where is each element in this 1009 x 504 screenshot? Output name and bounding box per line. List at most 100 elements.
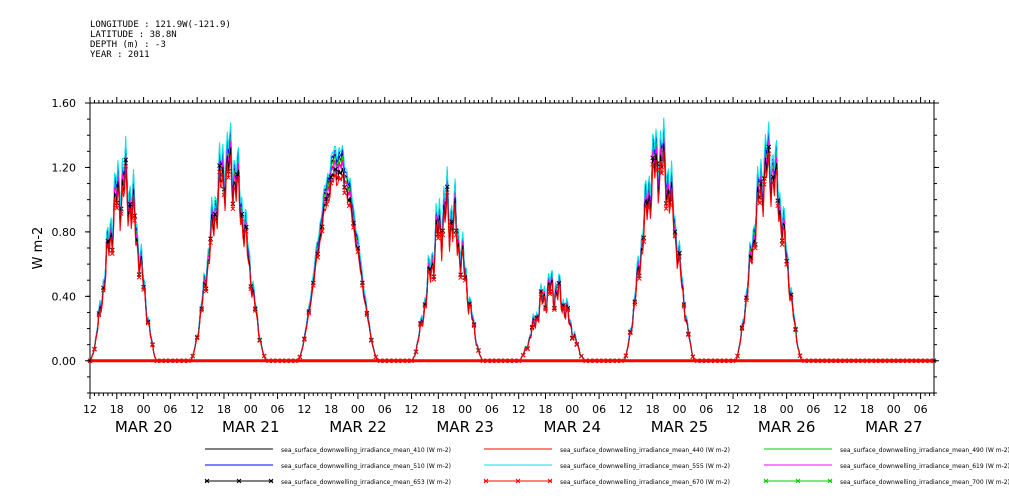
- x-day-label: MAR 21: [222, 418, 279, 436]
- series-marker: [623, 353, 629, 359]
- plot-area: [87, 117, 937, 364]
- x-day-label: MAR 26: [758, 418, 815, 436]
- y-tick-label: 1.20: [52, 161, 77, 174]
- y-axis-label: W m-2: [31, 227, 46, 270]
- x-hour-label: 12: [619, 403, 633, 416]
- series-marker: [212, 216, 218, 222]
- series-marker: [444, 190, 450, 195]
- x-hour-label: 12: [83, 403, 97, 416]
- series-marker: [257, 338, 263, 344]
- legend-label: sea_surface_downwelling_irradiance_mean_…: [560, 463, 730, 470]
- legend-label: sea_surface_downwelling_irradiance_mean_…: [560, 479, 730, 486]
- x-hour-label: 12: [512, 403, 526, 416]
- series-marker: [248, 286, 254, 292]
- series-marker: [221, 192, 227, 198]
- series-marker: [297, 354, 303, 360]
- series-marker: [243, 229, 249, 234]
- series-marker: [467, 301, 472, 307]
- depth-text: DEPTH (m) : -3: [90, 40, 166, 50]
- x-hour-label: 18: [217, 403, 231, 416]
- legend-marker: [236, 478, 242, 484]
- x-hour-label: 18: [538, 403, 552, 416]
- series-line: [89, 136, 934, 362]
- series-marker: [788, 294, 794, 300]
- series-marker: [552, 307, 557, 313]
- x-day-label: MAR 24: [544, 418, 601, 436]
- x-day-label: MAR 23: [436, 418, 493, 436]
- series-marker: [118, 211, 124, 217]
- series-marker: [574, 342, 580, 348]
- x-hour-label: 06: [163, 403, 177, 416]
- x-hour-label: 00: [351, 403, 365, 416]
- series-marker: [368, 338, 374, 343]
- series-marker: [413, 349, 419, 355]
- x-hour-label: 06: [271, 403, 285, 416]
- series-marker: [141, 287, 146, 292]
- x-hour-label: 18: [110, 403, 124, 416]
- series-marker: [744, 297, 749, 303]
- series-marker: [123, 163, 129, 169]
- x-hour-label: 12: [297, 403, 311, 416]
- longitude-text: LONGITUDE : 121.9W(-121.9): [90, 20, 231, 30]
- series-marker: [735, 353, 740, 359]
- x-hour-label: 12: [726, 403, 740, 416]
- series-marker: [239, 216, 245, 222]
- series-marker: [686, 332, 691, 338]
- series-marker: [770, 180, 776, 186]
- series-marker: [310, 283, 316, 288]
- series-marker: [569, 336, 575, 341]
- series-marker: [538, 291, 544, 297]
- metadata-header: LONGITUDE : 121.9W(-121.9) LATITUDE : 38…: [90, 20, 231, 60]
- series-marker: [565, 307, 571, 313]
- series-marker: [784, 262, 789, 267]
- series-marker: [252, 308, 258, 313]
- series-marker: [659, 170, 664, 176]
- series-marker: [127, 201, 133, 207]
- x-day-label: MAR 27: [865, 418, 922, 436]
- legend-marker: [204, 478, 210, 484]
- series-marker: [105, 242, 111, 248]
- series-marker: [663, 206, 669, 211]
- series-marker: [793, 327, 798, 333]
- series-marker: [427, 269, 432, 275]
- series-marker: [547, 291, 553, 297]
- x-day-label: MAR 22: [329, 418, 386, 436]
- series-marker: [632, 301, 638, 307]
- x-hour-label: 18: [860, 403, 874, 416]
- series-marker: [92, 347, 97, 352]
- x-hour-label: 06: [485, 403, 499, 416]
- series-marker: [561, 303, 566, 308]
- series-marker: [449, 223, 455, 229]
- series-marker: [328, 180, 334, 186]
- series-marker: [217, 169, 222, 175]
- legend-label: sea_surface_downwelling_irradiance_mean_…: [281, 479, 451, 486]
- x-hour-label: 06: [378, 403, 392, 416]
- series-marker: [261, 353, 267, 359]
- legend-marker: [827, 478, 833, 484]
- series-marker: [753, 245, 758, 251]
- x-hour-label: 18: [431, 403, 445, 416]
- series-marker: [319, 228, 325, 234]
- series-marker: [355, 249, 361, 255]
- series-marker: [217, 163, 222, 168]
- series-marker: [324, 201, 330, 207]
- series-marker: [333, 172, 338, 178]
- series-marker: [150, 342, 155, 348]
- legend-label: sea_surface_downwelling_irradiance_mean_…: [840, 463, 1009, 470]
- series-marker: [534, 316, 539, 322]
- y-tick-label: 0.40: [52, 290, 77, 303]
- series-marker: [766, 151, 772, 157]
- series-marker: [333, 166, 338, 172]
- legend-marker: [515, 478, 521, 484]
- series-marker: [636, 276, 642, 281]
- legend-marker: [547, 478, 553, 484]
- series-marker: [132, 218, 138, 223]
- x-hour-label: 00: [458, 403, 472, 416]
- series-marker: [650, 155, 656, 161]
- x-hour-label: 00: [780, 403, 794, 416]
- x-hour-label: 06: [592, 403, 606, 416]
- y-tick-label: 1.60: [52, 97, 77, 110]
- series-marker: [766, 144, 772, 150]
- series-marker: [342, 190, 347, 196]
- year-text: YEAR : 2011: [90, 50, 150, 60]
